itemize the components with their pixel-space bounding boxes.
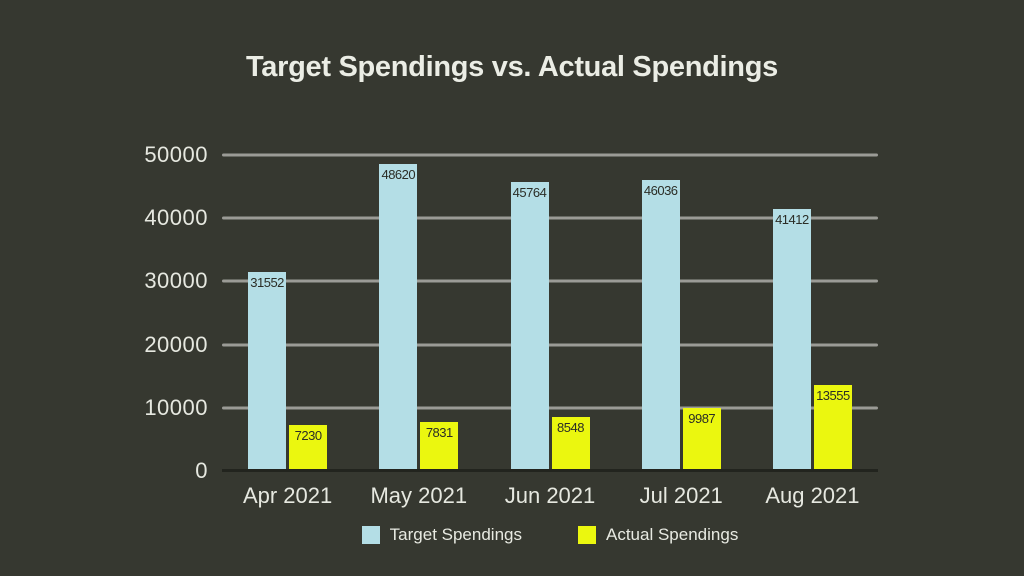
bar-value-label: 7230 [294, 428, 322, 444]
legend: Target Spendings Actual Spendings [222, 525, 878, 545]
bar-target-spendings: 45764 [510, 181, 549, 471]
bar-actual-spendings: 7831 [420, 421, 459, 471]
bar-value-label: 9987 [688, 410, 716, 426]
legend-swatch-icon [361, 526, 380, 544]
bar-value-label: 7831 [425, 424, 453, 440]
y-axis: 0 10000 20000 30000 40000 50000 [100, 142, 208, 483]
legend-item: Actual Spendings [578, 525, 738, 545]
x-axis: Apr 2021 May 2021 Jun 2021 Jul 2021 Aug 2021 [222, 483, 878, 509]
bar-target-spendings: 31552 [248, 271, 287, 471]
bar-value-label: 41412 [775, 212, 809, 228]
bar-groups: 31552 7230 48620 7831 45764 8548 46036 9987 4141… [222, 155, 878, 471]
bar-value-label: 46036 [643, 183, 678, 199]
gridline [222, 279, 878, 283]
bar-group: 31552 7230 [222, 155, 353, 471]
bar-group: 46036 9987 [616, 155, 747, 471]
y-axis-tick-label: 10000 [144, 394, 208, 420]
bar-target-spendings: 48620 [379, 163, 418, 471]
gridline [222, 406, 878, 410]
x-axis-label: Jun 2021 [504, 483, 596, 508]
x-axis-baseline [222, 469, 878, 472]
bar-target-spendings: 46036 [641, 180, 680, 471]
chart-title: Target Spendings vs. Actual Spendings [246, 51, 778, 83]
bar-value-label: 13555 [816, 388, 850, 404]
bar-actual-spendings: 8548 [551, 416, 590, 471]
gridline [222, 343, 878, 347]
bar-target-spendings: 41412 [772, 209, 811, 471]
x-axis-label: Jul 2021 [639, 483, 723, 508]
gridline [222, 216, 878, 220]
legend-label: Target Spendings [389, 525, 522, 544]
y-axis-tick-label: 20000 [144, 331, 208, 357]
y-axis-tick-label: 50000 [144, 142, 208, 167]
bar-actual-spendings: 9987 [682, 407, 721, 471]
bar-value-label: 31552 [250, 274, 284, 290]
y-axis-tick-label: 40000 [144, 205, 208, 231]
legend-swatch-icon [578, 526, 596, 544]
bar-actual-spendings: 7230 [289, 425, 328, 471]
gridline [222, 153, 878, 157]
bar-value-label: 45764 [512, 184, 547, 200]
x-axis-label: May 2021 [370, 483, 468, 508]
bar-value-label: 48620 [381, 166, 416, 182]
plot-area: 31552 7230 48620 7831 45764 8548 46036 9987 4141… [222, 153, 878, 472]
x-axis-label: Apr 2021 [242, 483, 333, 508]
bar-actual-spendings: 13555 [813, 385, 852, 471]
y-axis-tick-label: 0 [195, 458, 208, 483]
legend-item: Target Spendings [361, 525, 522, 545]
bar-group: 41412 13555 [747, 155, 878, 471]
legend-label: Actual Spendings [606, 525, 739, 544]
bar-group: 48620 7831 [353, 155, 484, 471]
y-axis-tick-label: 30000 [144, 268, 208, 294]
bar-group: 45764 8548 [484, 155, 615, 471]
x-axis-label: Aug 2021 [765, 483, 860, 508]
bar-value-label: 8548 [557, 419, 584, 435]
